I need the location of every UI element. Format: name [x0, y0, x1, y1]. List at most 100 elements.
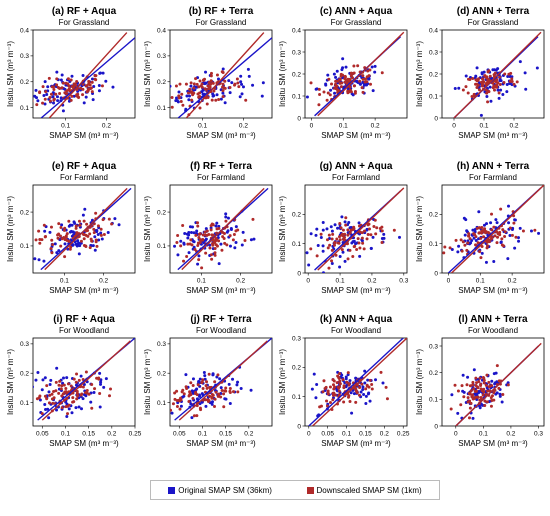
- point-original: [47, 390, 51, 394]
- point-downscaled: [485, 400, 489, 404]
- point-downscaled: [358, 230, 362, 234]
- legend-label-original: Original SMAP SM (36km): [178, 485, 272, 495]
- point-original: [507, 221, 511, 225]
- point-downscaled: [473, 233, 477, 237]
- y-tick-label: 0.1: [429, 93, 438, 100]
- point-original: [98, 371, 102, 375]
- y-tick-label: 0.2: [292, 71, 301, 78]
- point-downscaled: [362, 247, 366, 251]
- point-original: [61, 109, 65, 113]
- point-downscaled: [217, 97, 221, 101]
- point-downscaled: [85, 222, 89, 226]
- point-downscaled: [184, 385, 188, 389]
- point-downscaled: [58, 379, 62, 383]
- point-original: [234, 225, 238, 229]
- point-downscaled: [512, 221, 516, 225]
- point-downscaled: [325, 399, 329, 403]
- point-downscaled: [231, 238, 235, 242]
- point-downscaled: [207, 233, 211, 237]
- point-original: [106, 231, 110, 235]
- point-downscaled: [54, 380, 58, 384]
- points-group: [442, 185, 544, 273]
- point-downscaled: [337, 389, 341, 393]
- point-downscaled: [162, 382, 165, 385]
- point-original: [187, 98, 191, 102]
- point-original: [315, 227, 319, 231]
- point-downscaled: [340, 233, 344, 237]
- point-downscaled: [94, 238, 98, 242]
- point-downscaled: [342, 400, 346, 404]
- x-tick-label: 0.2: [236, 278, 245, 285]
- point-downscaled: [503, 230, 507, 234]
- point-original: [321, 249, 325, 253]
- point-original: [90, 77, 94, 81]
- point-original: [464, 74, 468, 78]
- point-downscaled: [219, 395, 223, 399]
- point-original: [19, 409, 22, 412]
- point-original: [99, 380, 103, 384]
- point-downscaled: [472, 387, 476, 391]
- point-downscaled: [72, 400, 76, 404]
- point-original: [102, 385, 106, 389]
- point-original: [204, 70, 208, 74]
- point-downscaled: [467, 234, 471, 238]
- point-downscaled: [510, 77, 514, 81]
- point-original: [354, 376, 358, 380]
- point-downscaled: [454, 238, 458, 242]
- point-original: [349, 391, 353, 395]
- point-downscaled: [479, 236, 483, 240]
- point-original: [227, 79, 231, 83]
- point-downscaled: [182, 392, 186, 396]
- point-downscaled: [55, 77, 59, 81]
- point-original: [78, 244, 82, 248]
- point-original: [517, 239, 521, 243]
- point-downscaled: [191, 384, 195, 388]
- point-downscaled: [466, 241, 470, 245]
- point-original: [55, 70, 59, 74]
- y-tick-label: 0.1: [20, 400, 29, 407]
- point-original: [305, 95, 309, 99]
- fit-line-downscaled: [41, 340, 131, 421]
- point-downscaled: [35, 397, 39, 401]
- x-tick-label: 0.1: [476, 278, 485, 285]
- point-original: [104, 79, 108, 83]
- y-axis-label: Insitu SM (m³ m⁻³): [278, 349, 287, 415]
- point-original: [49, 378, 53, 382]
- x-tick-label: 0.2: [244, 431, 253, 438]
- point-original: [33, 257, 37, 261]
- point-downscaled: [90, 90, 94, 94]
- x-axis-label: SMAP SM (m³ m⁻³): [49, 131, 119, 140]
- panel-subtitle: For Woodland: [196, 326, 246, 335]
- point-downscaled: [216, 394, 220, 398]
- point-downscaled: [489, 404, 493, 408]
- point-downscaled: [43, 394, 47, 398]
- point-original: [329, 88, 333, 92]
- point-downscaled: [64, 234, 68, 238]
- point-downscaled: [84, 245, 88, 249]
- point-downscaled: [478, 250, 482, 254]
- x-tick-label: 0.1: [339, 123, 348, 130]
- point-original: [186, 236, 190, 240]
- point-original: [495, 391, 499, 395]
- x-tick-label: 0.2: [506, 431, 515, 438]
- point-original: [176, 253, 180, 257]
- point-downscaled: [189, 81, 193, 85]
- panel-subtitle: For Farmland: [60, 173, 108, 182]
- point-downscaled: [483, 74, 487, 78]
- point-downscaled: [160, 394, 163, 397]
- point-downscaled: [90, 406, 94, 410]
- point-downscaled: [332, 391, 336, 395]
- point-original: [488, 85, 492, 89]
- panel-title: (i) RF + Aqua: [53, 314, 115, 325]
- point-original: [239, 80, 243, 84]
- point-original: [55, 95, 59, 99]
- point-downscaled: [309, 81, 313, 85]
- point-downscaled: [481, 229, 485, 233]
- point-downscaled: [474, 82, 478, 86]
- point-downscaled: [228, 387, 232, 391]
- point-downscaled: [81, 87, 85, 91]
- point-downscaled: [485, 373, 489, 377]
- point-downscaled: [477, 380, 481, 384]
- y-axis-label: Insitu SM (m³ m⁻³): [6, 349, 15, 415]
- point-downscaled: [210, 98, 214, 102]
